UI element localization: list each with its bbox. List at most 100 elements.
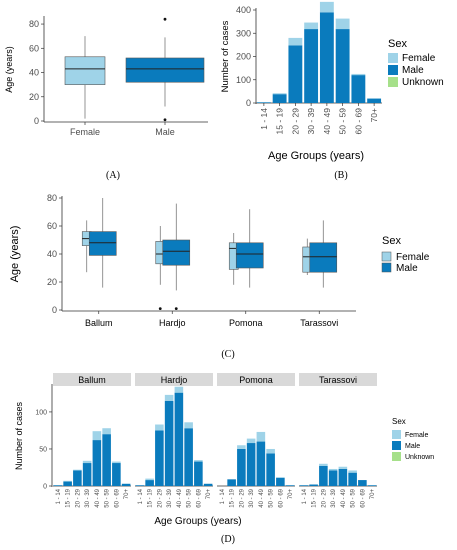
panel-b-y-axis-title: Number of cases <box>220 20 231 92</box>
panel-d-x-tick-label: 30 - 39 <box>167 488 173 507</box>
panel-d-bar-male-tarassovi-50-59 <box>348 472 357 486</box>
panel-d-bar-female-ballum-60-69 <box>112 461 121 464</box>
panel-b-y-tick-label: 300 <box>236 28 251 38</box>
panel-d-x-tick-label: 20 - 29 <box>239 488 245 507</box>
panel-d-bar-male-ballum-60-69 <box>112 463 121 486</box>
panel-d-y-tick-label: 50 <box>39 446 47 453</box>
panel-d-legend-title: Sex <box>392 417 406 426</box>
panel-d-bar-female-ballum-40-49 <box>92 431 102 441</box>
panel-d-facet-title-pomona: Pomona <box>239 375 273 385</box>
panel-d-x-axis-title: Age Groups (years) <box>154 516 241 527</box>
panel-c-legend-label-female: Female <box>396 252 430 263</box>
panel-d-bar-female-tarassovi-40-49 <box>338 466 348 469</box>
panel-d-bar-female-ballum-15-19 <box>63 480 72 482</box>
panel-d-x-tick-label: 60 - 69 <box>278 488 284 507</box>
panel-d-bar-male-ballum-20-29 <box>73 470 82 486</box>
panel-d-x-tick-label: 30 - 39 <box>85 488 91 507</box>
panel-d-bar-female-hardjo-30-39 <box>164 394 174 401</box>
panel-d-bar-male-hardjo-20-29 <box>155 430 164 486</box>
panel-d-x-tick-label: 50 - 59 <box>269 488 275 507</box>
panel-d-x-tick-label: 1 - 14 <box>220 488 226 504</box>
panel-d-bar-male-hardjo-40-49 <box>174 392 184 486</box>
panel-d-bar-male-tarassovi-70 <box>367 485 377 486</box>
panel-d-legend-label-male: Male <box>405 443 420 450</box>
panel-d-bar-male-pomona-30-39 <box>246 443 256 486</box>
panel-d-bar-female-ballum-20-29 <box>73 469 82 471</box>
panel-d-bar-female-pomona-50-59 <box>266 448 275 454</box>
panel-d-x-tick-label: 15 - 19 <box>148 488 154 507</box>
panel-d-bar-male-hardjo-30-39 <box>164 400 174 486</box>
panel-d-x-tick-label: 60 - 69 <box>360 488 366 507</box>
panel-d-bar-female-ballum-50-59 <box>102 428 111 435</box>
panel-d-bar-male-tarassovi-20-29 <box>319 466 328 486</box>
panel-d-y-axis-title: Number of cases <box>14 401 24 470</box>
panel-d-y-tick-label: 0 <box>43 483 47 490</box>
panel-d-x-tick-label: 1 - 14 <box>302 488 308 504</box>
panel-a-age-by-sex-boxplot: 0 20 40 60 80 Female Male Age (years) <box>4 16 208 137</box>
panel-b-bar-female-60-69 <box>351 73 366 76</box>
panel-c-x-tick-label: Ballum <box>85 318 113 328</box>
panel-d-x-tick-label: 30 - 39 <box>331 488 337 507</box>
panel-d-x-tick-label: 1 - 14 <box>138 488 144 504</box>
panel-d-x-tick-label: 20 - 29 <box>75 488 81 507</box>
panel-d-x-tick-label: 70+ <box>124 489 130 500</box>
panel-d-bar-male-pomona-15-19 <box>227 479 236 486</box>
panel-d-bar-female-pomona-60-69 <box>276 477 285 478</box>
panel-b-y-tick-label: 100 <box>236 75 251 85</box>
panel-d-x-tick-label: 15 - 19 <box>312 488 318 507</box>
panel-d-bar-male-ballum-70 <box>121 483 131 486</box>
caption-b: (B) <box>334 170 347 181</box>
panel-b-x-tick-label: 70+ <box>369 108 379 122</box>
panel-d-bar-male-tarassovi-60-69 <box>358 480 367 486</box>
panel-d-bar-male-ballum-15-19 <box>63 481 72 486</box>
panel-d-bar-male-ballum-30-39 <box>82 463 92 486</box>
panel-d-bar-male-pomona-20-29 <box>237 448 246 486</box>
panel-b-bar-female-15-19 <box>272 93 287 95</box>
panel-d-legend-swatch-unknown <box>392 452 401 461</box>
panel-d-facet-strip-tarassovi <box>299 373 377 386</box>
panel-d-x-tick-label: 50 - 59 <box>351 488 357 507</box>
panel-b-bar-male-40-49 <box>319 12 334 104</box>
panel-d-bar-male-tarassovi-40-49 <box>338 468 348 486</box>
panel-c-x-tick-label: Tarassovi <box>300 318 338 328</box>
panel-c-y-tick-label: 40 <box>47 249 57 259</box>
panel-b-legend-swatch-male <box>388 65 398 75</box>
panel-c-ballum-male-box <box>88 231 117 256</box>
panel-b-x-tick-label: 60 - 69 <box>353 108 363 135</box>
panel-c-pomona-male-box <box>235 242 264 269</box>
panel-d-legend-label-unknown: Unknown <box>405 454 434 461</box>
panel-b-legend-swatch-female <box>388 53 398 63</box>
panel-d-facet-strip-pomona <box>217 373 295 386</box>
panel-d-x-tick-label: 40 - 49 <box>259 488 265 507</box>
panel-d-facet-strip-ballum <box>53 373 131 386</box>
panel-b-bar-male-70 <box>367 98 382 103</box>
panel-d-facet-title-tarassovi: Tarassovi <box>319 375 357 385</box>
panel-d-bar-male-hardjo-50-59 <box>184 428 193 486</box>
panel-b-legend-title: Sex <box>388 38 407 50</box>
panel-b-x-tick-label: 20 - 29 <box>290 108 300 135</box>
panel-b-bar-male-1-14 <box>256 102 271 103</box>
panel-b-x-tick-label: 1 - 14 <box>259 108 269 130</box>
panel-c-legend-label-male: Male <box>396 263 418 274</box>
panel-d-facet-title-ballum: Ballum <box>78 375 106 385</box>
panel-d-bar-male-pomona-40-49 <box>256 441 266 486</box>
panel-d-x-tick-label: 40 - 49 <box>341 488 347 507</box>
panel-d-bar-female-tarassovi-50-59 <box>348 470 357 473</box>
panel-d-bar-female-pomona-30-39 <box>246 438 256 444</box>
panel-c-hardjo-male-box <box>162 239 191 266</box>
panel-d-y-tick-label: 100 <box>35 409 47 416</box>
panel-d-x-tick-label: 50 - 59 <box>105 488 111 507</box>
panel-d-x-tick-label: 70+ <box>288 489 294 500</box>
panel-c-serovar-age-boxplot: 0 20 40 60 80 Ballum Hardjo Pomona Tarassovi Age … <box>9 193 430 328</box>
panel-a-x-tick-label: Female <box>70 127 100 137</box>
caption-d: (D) <box>221 534 235 545</box>
panel-d-bar-female-hardjo-60-69 <box>194 460 203 462</box>
panel-d-legend-label-female: Female <box>405 432 428 439</box>
panel-d-bar-female-ballum-30-39 <box>82 460 92 464</box>
panel-a-x-tick-label: Male <box>155 127 175 137</box>
panel-b-y-tick-label: 400 <box>236 5 251 15</box>
panel-b-x-axis-title: Age Groups (years) <box>268 150 364 162</box>
panel-c-legend-swatch-male <box>381 262 392 273</box>
panel-d-x-tick-label: 20 - 29 <box>157 488 163 507</box>
